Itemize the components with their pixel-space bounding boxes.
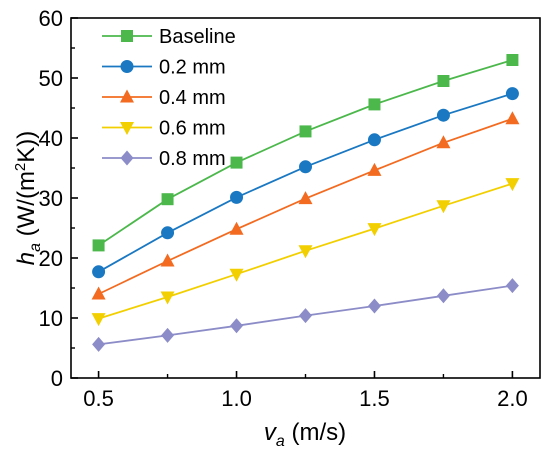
y-axis-symbol: h [13, 252, 40, 265]
data-point [160, 253, 175, 267]
legend-item-0-4-mm: 0.4 mm [102, 87, 226, 109]
plot-series-layer [91, 54, 520, 352]
legend-item-0-6-mm: 0.6 mm [102, 118, 226, 140]
y-tick-label: 60 [39, 6, 63, 31]
data-point [437, 75, 450, 87]
legend: Baseline 0.2 mm 0.4 mm 0.6 mm 0.8 mm [102, 26, 236, 170]
legend-marker [120, 60, 134, 73]
axes-layer: 0 10 20 30 40 50 60 0.5 1.0 1.5 2.0 [39, 6, 528, 411]
series-0-2-mm [92, 87, 519, 279]
data-point [161, 327, 175, 343]
data-point [92, 336, 106, 352]
data-point [436, 108, 450, 122]
data-point [91, 313, 106, 327]
data-point [161, 193, 174, 206]
series-0-8-mm [92, 278, 519, 352]
data-point [230, 190, 244, 204]
y-tick-label: 50 [39, 66, 63, 91]
data-point [229, 221, 244, 235]
legend-label: 0.2 mm [159, 57, 226, 79]
data-point [230, 156, 243, 169]
series-line [98, 117, 513, 295]
data-point [367, 162, 382, 176]
series-baseline [92, 54, 519, 252]
series-0-4-mm [91, 111, 520, 300]
legend-marker [120, 89, 134, 103]
data-point [299, 160, 312, 174]
legend-label: 0.6 mm [159, 118, 226, 140]
data-point [230, 318, 244, 334]
legend-item-baseline: Baseline [102, 26, 236, 48]
x-axis-subscript: a [276, 433, 285, 450]
y-axis-unit-sup: 2 [12, 163, 29, 171]
data-point [299, 125, 312, 138]
y-tick-label: 0 [51, 366, 63, 391]
data-point [229, 268, 244, 282]
y-axis-label: ha (W/(m2K)) [12, 131, 44, 266]
x-tick-label: 1.5 [359, 386, 390, 411]
data-point [505, 87, 519, 101]
y-tick-label: 20 [39, 246, 63, 271]
y-axis-unit-pre: (W/(m [13, 171, 40, 243]
data-point [506, 54, 519, 66]
legend-label: 0.4 mm [159, 87, 226, 109]
legend-label: Baseline [159, 26, 236, 48]
data-point [436, 135, 451, 149]
data-point [368, 98, 381, 111]
y-tick-label: 30 [39, 186, 63, 211]
data-point [505, 178, 520, 192]
x-axis-unit: (m/s) [285, 419, 346, 446]
legend-item-0-2-mm: 0.2 mm [102, 57, 226, 79]
x-axis-symbol: v [264, 419, 278, 446]
x-tick-label: 0.5 [83, 386, 114, 411]
x-axis-label: va (m/s) [264, 419, 346, 450]
legend-label: 0.8 mm [159, 148, 226, 170]
y-axis-subscript: a [27, 243, 44, 252]
data-point [160, 291, 175, 305]
data-point [92, 239, 105, 252]
data-point [298, 245, 313, 259]
data-point [298, 191, 313, 205]
data-point [91, 286, 106, 300]
data-point [505, 278, 519, 294]
x-tick-label: 1.0 [221, 386, 252, 411]
legend-marker [120, 150, 134, 166]
y-tick-label: 10 [39, 306, 63, 331]
data-point [161, 226, 175, 240]
data-point [505, 111, 520, 125]
x-tick-label: 2.0 [497, 386, 528, 411]
legend-marker [121, 30, 133, 42]
data-point [436, 288, 450, 304]
data-point [92, 265, 106, 279]
legend-marker [120, 122, 134, 135]
y-tick-label: 40 [39, 126, 63, 151]
data-point [367, 298, 381, 314]
legend-item-0-8-mm: 0.8 mm [102, 148, 226, 170]
y-axis-unit-post: K)) [13, 131, 40, 163]
data-point [299, 308, 312, 324]
data-point [436, 200, 451, 214]
data-point [367, 223, 382, 237]
series-0-6-mm [91, 178, 520, 327]
data-point [367, 133, 381, 147]
